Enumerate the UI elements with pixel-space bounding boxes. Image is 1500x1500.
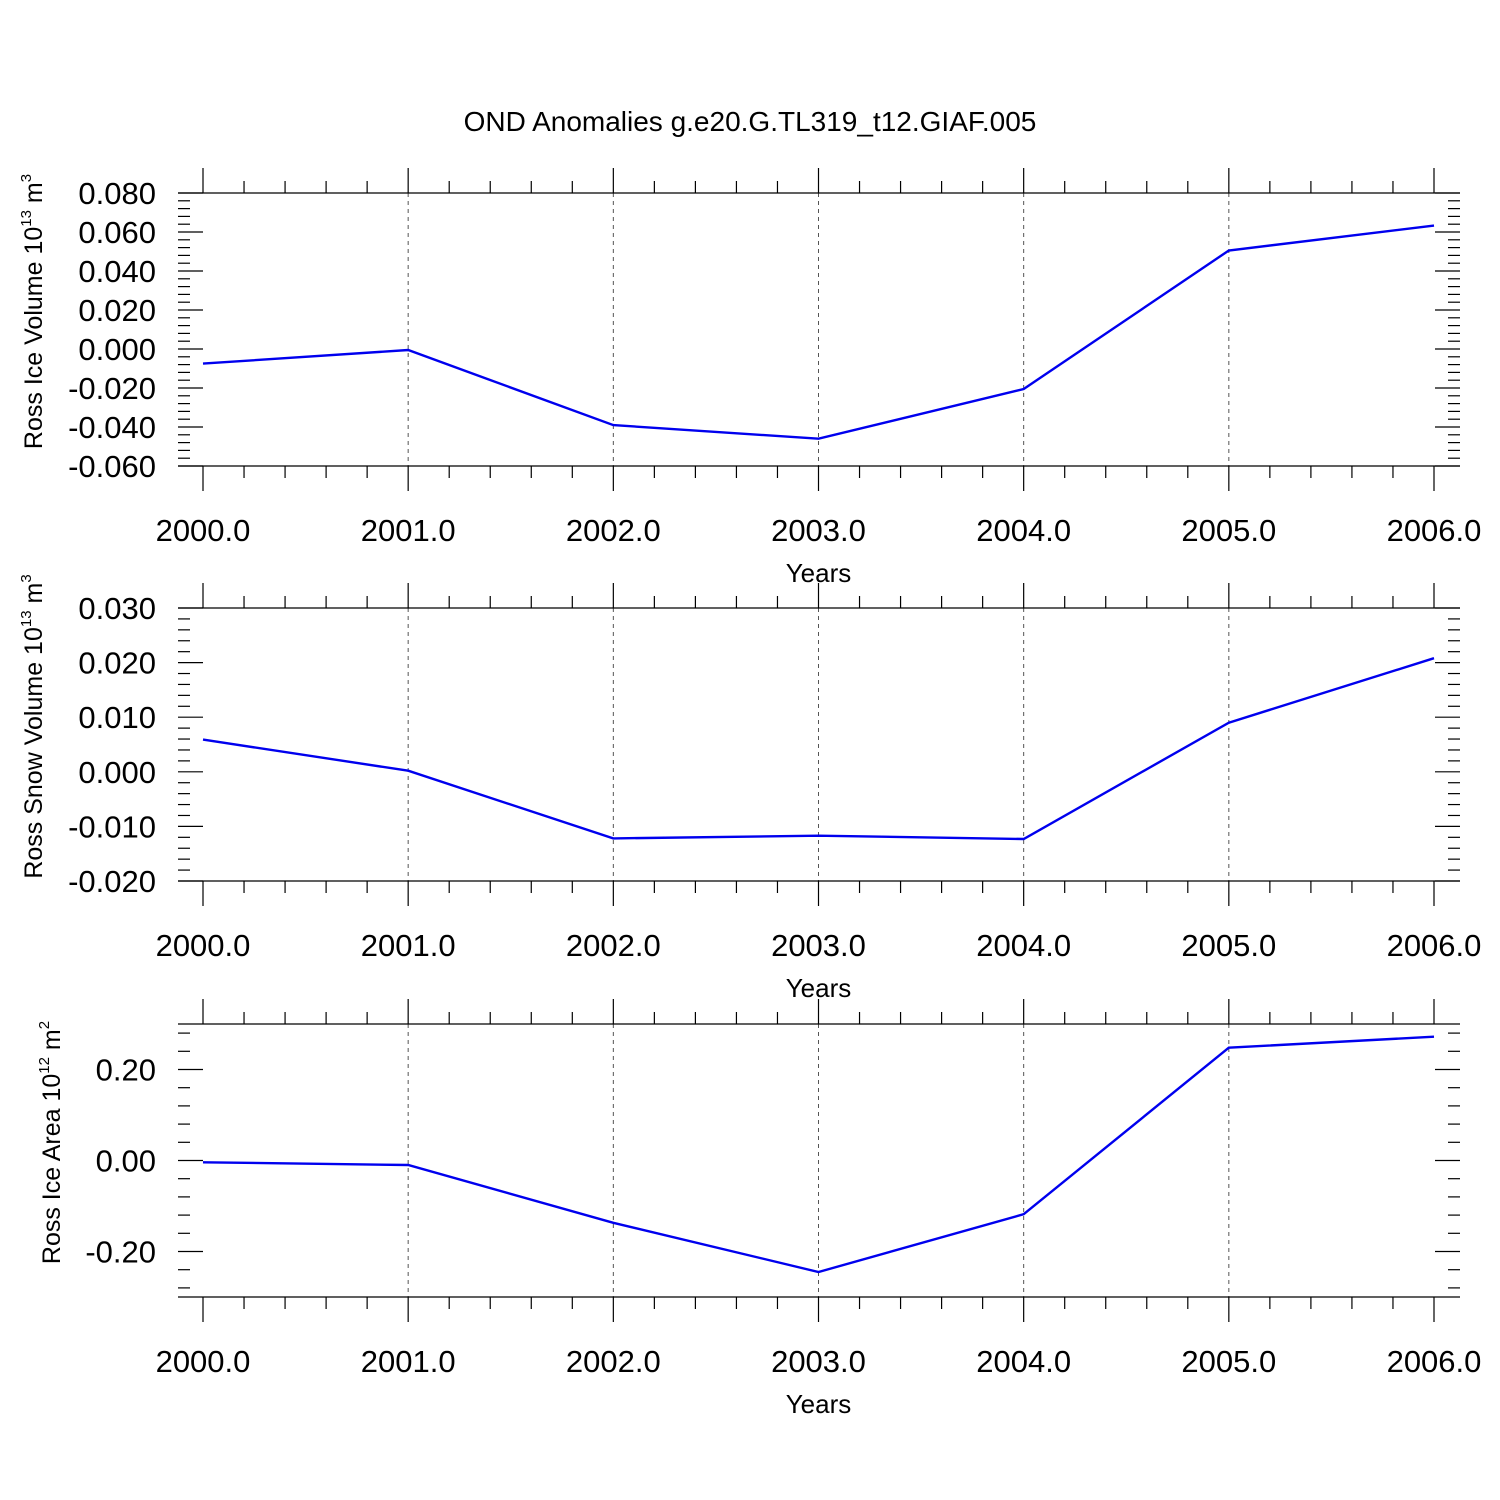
x-tick-label: 2002.0 [566,513,661,548]
y-tick-label: 0.00 [96,1144,156,1179]
y-tick-label: 0.080 [78,176,156,211]
panel-2: 2000.0 2001.0 2002.0 2003.0 2004.0 2005.0 2006… [18,574,1481,1003]
y-label-superscript: 3 [18,574,35,582]
y-label-superscript: 13 [18,210,35,227]
y-tick-label: 0.020 [78,646,156,681]
x-tick-label: 2000.0 [156,513,251,548]
x-tick-label: 2003.0 [771,928,866,963]
y-label-superscript: 12 [36,1057,53,1074]
series-line [202,1035,1435,1274]
y-tick-label: 0.040 [78,254,156,289]
x-tick-label: 2005.0 [1181,513,1276,548]
x-tick-label: 2004.0 [976,513,1071,548]
x-tick-label: 2004.0 [976,928,1071,963]
y-label-superscript: 3 [18,174,35,182]
y-tick-label: -0.010 [68,809,156,844]
x-tick-label: 2006.0 [1387,513,1482,548]
x-tick-label: 2002.0 [566,928,661,963]
figure-title: OND Anomalies g.e20.G.TL319_t12.GIAF.005 [464,106,1037,137]
x-tick-label: 2001.0 [361,928,456,963]
y-tick-label: 0.000 [78,332,156,367]
x-tick-label: 2005.0 [1181,1344,1276,1379]
y-axis-label: Ross Ice Volume 1013 m3 [18,174,48,449]
y-label-text: Ross Ice Volume 10 [20,227,48,449]
x-tick-label: 2001.0 [361,1344,456,1379]
x-tick-label: 2005.0 [1181,928,1276,963]
y-label-text: m [20,583,48,611]
series-line [202,657,1435,841]
y-axis-label: Ross Snow Volume 1013 m3 [18,574,48,878]
y-tick-label: -0.060 [68,449,156,484]
x-tick-label: 2000.0 [156,1344,251,1379]
y-label-text: Ross Ice Area 10 [38,1074,66,1264]
y-tick-label: -0.020 [68,371,156,406]
y-tick-label: -0.20 [85,1235,156,1270]
x-tick-label: 2004.0 [976,1344,1071,1379]
panel-1: 2000.0 2001.0 2002.0 2003.0 2004.0 2005.0 2006… [18,168,1481,588]
x-tick-label: 2006.0 [1387,928,1482,963]
x-tick-label: 2002.0 [566,1344,661,1379]
x-axis-label: Years [786,973,852,1003]
panel-3: 2000.0 2001.0 2002.0 2003.0 2004.0 2005.0 2006… [36,999,1481,1419]
y-label-superscript: 2 [36,1021,53,1029]
y-label-text: Ross Snow Volume 10 [20,627,48,879]
y-tick-label: 0.020 [78,293,156,328]
x-tick-label: 2000.0 [156,928,251,963]
y-tick-label: -0.020 [68,864,156,899]
x-tick-label: 2001.0 [361,513,456,548]
series-line [202,224,1435,440]
x-axis-label: Years [786,1389,852,1419]
y-tick-label: -0.040 [68,410,156,445]
x-tick-label: 2003.0 [771,513,866,548]
y-tick-label: 0.20 [96,1053,156,1088]
y-tick-label: 0.000 [78,755,156,790]
y-axis-label: Ross Ice Area 1012 m2 [36,1021,66,1264]
y-label-text: m [38,1029,66,1057]
x-tick-label: 2003.0 [771,1344,866,1379]
y-label-text: m [20,182,48,210]
x-tick-label: 2006.0 [1387,1344,1482,1379]
y-label-superscript: 13 [18,610,35,627]
y-tick-label: 0.060 [78,215,156,250]
y-tick-label: 0.030 [78,591,156,626]
panels: 2000.0 2001.0 2002.0 2003.0 2004.0 2005.0 2006… [18,168,1481,1419]
y-tick-label: 0.010 [78,700,156,735]
